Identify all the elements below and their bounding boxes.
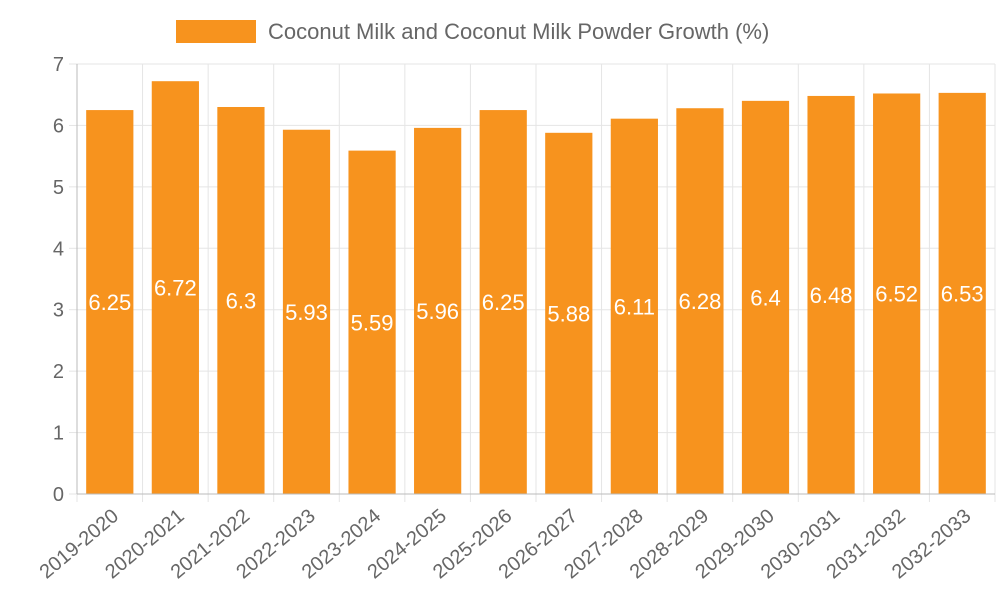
bar-value-label: 5.96 <box>416 299 459 324</box>
bar-value-label: 6.48 <box>810 283 853 308</box>
bars <box>86 81 986 495</box>
bar <box>479 110 527 495</box>
legend-swatch <box>176 20 256 43</box>
bar <box>938 92 986 494</box>
bar-value-label: 6.11 <box>614 294 655 319</box>
bar <box>807 95 855 494</box>
y-tick-label: 5 <box>53 177 64 199</box>
y-tick-label: 3 <box>53 300 64 322</box>
bar-labels: 6.25 6.72 6.3 5.93 5.59 5.96 6.25 5.88 6.11 6.28 6… <box>88 276 983 336</box>
bar-value-label: 6.52 <box>875 282 918 307</box>
bar <box>610 118 658 495</box>
bar-value-label: 6.28 <box>679 289 722 314</box>
grid <box>76 63 996 502</box>
bar <box>741 100 790 494</box>
bar-value-label: 6.25 <box>88 290 131 315</box>
bar <box>282 129 331 494</box>
y-tick-label: 6 <box>53 115 64 137</box>
bar-value-label: 5.93 <box>285 300 328 325</box>
y-tick-label: 0 <box>53 484 64 506</box>
bar <box>873 93 921 494</box>
y-tick-label: 2 <box>53 361 64 383</box>
bar-value-label: 5.59 <box>351 310 394 335</box>
bar <box>545 132 593 495</box>
y-tick-label: 1 <box>53 423 64 445</box>
bar <box>348 150 396 494</box>
bar <box>151 81 199 494</box>
bar-value-label: 6.72 <box>154 276 197 301</box>
legend[interactable]: Coconut Milk and Coconut Milk Powder Gro… <box>176 19 769 44</box>
bar-value-label: 6.3 <box>226 289 257 314</box>
y-tick-label: 7 <box>53 54 64 76</box>
bar-value-label: 5.88 <box>547 301 590 326</box>
legend-label: Coconut Milk and Coconut Milk Powder Gro… <box>268 19 769 44</box>
bar <box>86 110 134 495</box>
bar <box>414 127 462 494</box>
bar-value-label: 6.4 <box>750 285 781 310</box>
bar-value-label: 6.53 <box>941 281 984 306</box>
bar <box>676 108 724 494</box>
bar <box>217 107 265 494</box>
bar-value-label: 6.25 <box>482 290 525 315</box>
y-tick-label: 4 <box>53 238 64 260</box>
